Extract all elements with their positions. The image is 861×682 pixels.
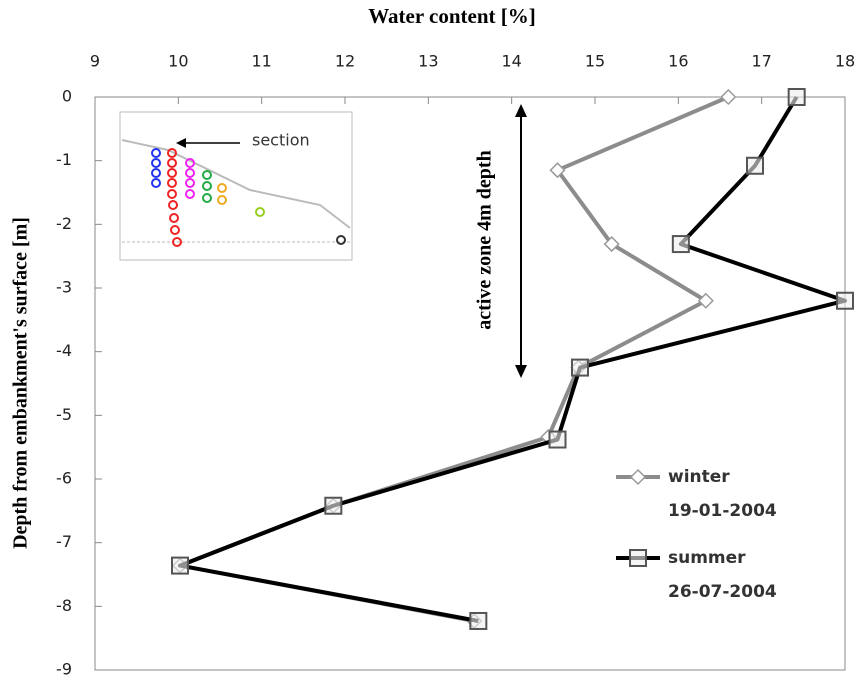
y-tick-label: -2 (56, 214, 72, 233)
y-tick-label: 0 (62, 87, 72, 106)
marker (469, 611, 488, 630)
inset-arrowhead (176, 138, 186, 148)
marker (571, 358, 589, 377)
marker (603, 236, 620, 253)
inset-label: section (252, 131, 310, 150)
active-zone-arrow (515, 104, 527, 378)
x-tick-label: 10 (168, 52, 188, 71)
x-tick-label: 9 (90, 52, 100, 71)
inset-slope (121, 139, 351, 229)
y-tick-label: -3 (56, 278, 72, 297)
marker (836, 291, 854, 310)
y-tick-label: -4 (56, 341, 72, 360)
legend-label: summer 26-07-2004 (668, 548, 777, 602)
y-tick-label: -5 (56, 405, 72, 424)
y-tick-label: -6 (56, 469, 72, 488)
y-tick-label: -9 (56, 660, 72, 679)
marker (671, 235, 690, 254)
x-tick-label: 13 (418, 52, 438, 71)
marker (324, 496, 343, 515)
legend-marker (629, 468, 647, 486)
marker (549, 162, 566, 179)
y-tick-label: -8 (56, 596, 72, 615)
x-tick-label: 15 (585, 52, 605, 71)
x-tick-label: 14 (501, 52, 521, 71)
inset-sensors (151, 148, 346, 247)
x-tick-label: 18 (835, 52, 855, 71)
legend-label: winter 19-01-2004 (668, 467, 777, 521)
marker (171, 556, 189, 575)
marker (787, 88, 806, 106)
plot-frame (94, 96, 846, 671)
y-tick-label: -1 (56, 150, 72, 169)
inset: section (119, 111, 353, 261)
x-tick-label: 16 (668, 52, 688, 71)
x-axis-title: Water content [%] (368, 4, 536, 28)
marker (697, 292, 714, 309)
x-tick-label: 12 (335, 52, 355, 71)
x-tick-label: 11 (251, 52, 271, 71)
y-tick-label: -7 (56, 532, 72, 551)
legend-marker (629, 549, 647, 567)
y-axis-title: Depth from embankment's surface [m] (10, 217, 32, 549)
marker (720, 88, 737, 106)
annotation: active zone 4m depth (474, 150, 496, 329)
x-tick-label: 17 (751, 52, 771, 71)
marker (548, 430, 567, 449)
marker (746, 156, 764, 175)
